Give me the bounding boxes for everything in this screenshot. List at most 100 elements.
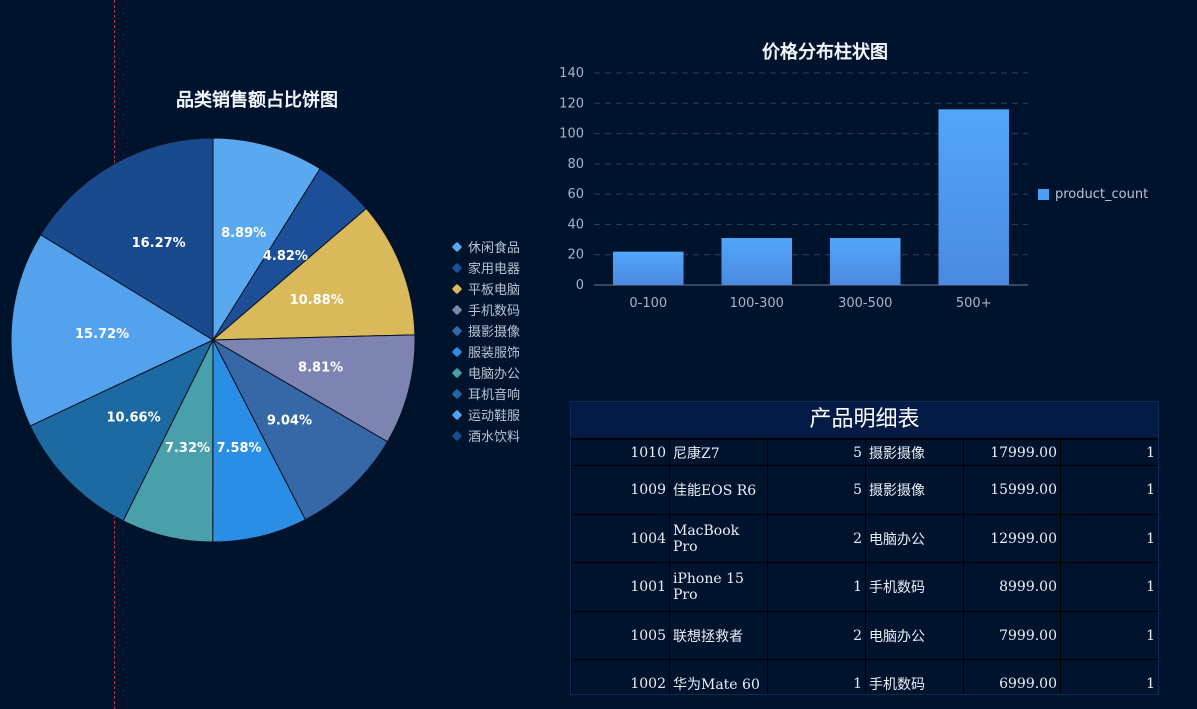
pie-legend-item-6[interactable]: 电脑办公 (451, 362, 521, 383)
table-cell: 5 (767, 465, 866, 515)
table-cell: 手机数码 (865, 562, 964, 612)
pie-slice-label-1: 4.82% (263, 249, 308, 264)
pie-legend-item-4[interactable]: 摄影摄像 (451, 320, 521, 341)
pie-slice-3[interactable] (211, 334, 416, 443)
table-cell: 1 (767, 562, 866, 612)
legend-swatch-icon (451, 304, 463, 315)
table-cell: 1002 (571, 659, 670, 694)
bar-legend-label: product_count (1055, 187, 1149, 202)
bar-1[interactable] (721, 238, 793, 285)
table-cell: 1010 (571, 439, 670, 466)
pie-slice-label-7: 10.66% (106, 411, 160, 426)
legend-swatch-icon (451, 241, 463, 252)
table-cell: 联想拯救者 (669, 611, 768, 660)
bar-chart: 0 20 40 60 80 100 120 140 0-100 100-300 300-500 500… (559, 66, 1028, 311)
product-table: 1010 尼康Z7 5 摄影摄像 17999.00 1 1009 佳能EOS R6 5 摄影摄像 1… (571, 439, 1158, 694)
pie-slice-4[interactable] (211, 338, 389, 521)
table-cell: 7999.00 (963, 611, 1061, 660)
table-cell: 1001 (571, 562, 670, 612)
pie-legend-item-9[interactable]: 酒水饮料 (451, 425, 521, 446)
pie-slice-5[interactable] (212, 339, 307, 543)
legend-swatch-icon (451, 367, 463, 378)
legend-swatch-icon (451, 262, 463, 273)
pie-chart: 8.89% 4.82% 10.88% 8.81% 9.04% 7.58% 7.32% 10.6… (10, 137, 416, 543)
pie-legend-item-0[interactable]: 休闲食品 (451, 236, 521, 257)
table-cell: 佳能EOS R6 (669, 465, 768, 515)
legend-label: 手机数码 (468, 304, 521, 319)
legend-label: 休闲食品 (468, 241, 521, 256)
bar-0[interactable] (612, 251, 684, 285)
table-cell: 1 (1060, 562, 1158, 612)
table-row: 1001 iPhone 15 Pro 1 手机数码 8999.00 1 (571, 562, 1158, 612)
pie-slice-label-6: 7.32% (165, 441, 210, 456)
table-row: 1002 华为Mate 60 1 手机数码 6999.00 1 (571, 659, 1158, 694)
legend-swatch-icon (451, 325, 463, 336)
table-cell: 1 (1060, 439, 1158, 466)
table-cell: 1 (767, 659, 866, 694)
legend-label: 电脑办公 (468, 367, 521, 382)
table-cell: 17999.00 (963, 439, 1061, 466)
table-row: 1005 联想拯救者 2 电脑办公 7999.00 1 (571, 611, 1158, 660)
bar-chart-title: 价格分布柱状图 (762, 42, 888, 63)
legend-label: 平板电脑 (468, 283, 521, 298)
table-cell: 1005 (571, 611, 670, 660)
table-cell: 1009 (571, 465, 670, 515)
pie-slice-9[interactable] (39, 137, 214, 341)
bar-2[interactable] (829, 238, 901, 285)
y-tick-label: 120 (559, 96, 584, 111)
x-tick-label: 100-300 (730, 296, 784, 311)
table-cell: 1 (1060, 659, 1158, 694)
table-cell: 摄影摄像 (865, 439, 964, 466)
legend-swatch-icon (451, 388, 463, 399)
y-tick-label: 80 (567, 157, 584, 172)
y-tick-label: 60 (567, 187, 584, 202)
table-cell: 电脑办公 (865, 611, 964, 660)
legend-label: 服装服饰 (468, 346, 521, 361)
pie-legend-item-2[interactable]: 平板电脑 (451, 278, 521, 299)
bar-legend[interactable]: product_count (1038, 187, 1148, 202)
y-tick-label: 100 (559, 127, 584, 142)
pie-chart-title: 品类销售额占比饼图 (176, 90, 338, 111)
table-cell: 2 (767, 611, 866, 660)
legend-swatch-icon (451, 409, 463, 420)
legend-label: 运动鞋服 (468, 409, 521, 424)
pie-legend-item-1[interactable]: 家用电器 (451, 257, 521, 278)
table-cell: 2 (767, 514, 866, 563)
y-tick-label: 0 (576, 278, 584, 293)
table-cell: iPhone 15 Pro (669, 562, 768, 612)
bar-3[interactable] (938, 109, 1010, 285)
table-cell: 手机数码 (865, 659, 964, 694)
legend-label: 摄影摄像 (468, 325, 521, 340)
legend-label: 家用电器 (468, 262, 521, 277)
table-cell: 摄影摄像 (865, 465, 964, 515)
table-title: 产品明细表 (571, 402, 1158, 439)
table-cell: 6999.00 (963, 659, 1061, 694)
legend-swatch-icon (451, 430, 463, 441)
table-cell: 5 (767, 439, 866, 466)
table-cell: 华为Mate 60 (669, 659, 768, 694)
pie-legend-item-3[interactable]: 手机数码 (451, 299, 521, 320)
pie-legend-item-5[interactable]: 服装服饰 (451, 341, 521, 362)
legend-swatch-icon (451, 346, 463, 357)
pie-slice-8[interactable] (10, 234, 215, 427)
pie-slice-2[interactable] (211, 207, 416, 341)
pie-slice-7[interactable] (29, 338, 215, 522)
pie-legend: 休闲食品家用电器平板电脑手机数码摄影摄像服装服饰电脑办公耳机音响运动鞋服酒水饮料 (451, 236, 521, 446)
pie-slice-label-5: 7.58% (216, 441, 261, 456)
table-cell: MacBook Pro (669, 514, 768, 563)
table-cell: 1004 (571, 514, 670, 563)
table-row: 1004 MacBook Pro 2 电脑办公 12999.00 1 (571, 514, 1158, 563)
table-cell: 尼康Z7 (669, 439, 768, 466)
bar-legend-swatch (1038, 189, 1049, 200)
pie-slice-0[interactable] (212, 137, 321, 342)
legend-label: 酒水饮料 (468, 430, 521, 445)
pie-legend-item-8[interactable]: 运动鞋服 (451, 404, 521, 425)
pie-slice-label-9: 16.27% (132, 236, 186, 251)
table-cell: 8999.00 (963, 562, 1061, 612)
y-tick-label: 40 (567, 217, 584, 232)
legend-label: 耳机音响 (468, 388, 521, 403)
table-cell: 12999.00 (963, 514, 1061, 563)
table-cell: 电脑办公 (865, 514, 964, 563)
pie-slice-label-3: 8.81% (298, 361, 343, 376)
pie-legend-item-7[interactable]: 耳机音响 (451, 383, 521, 404)
